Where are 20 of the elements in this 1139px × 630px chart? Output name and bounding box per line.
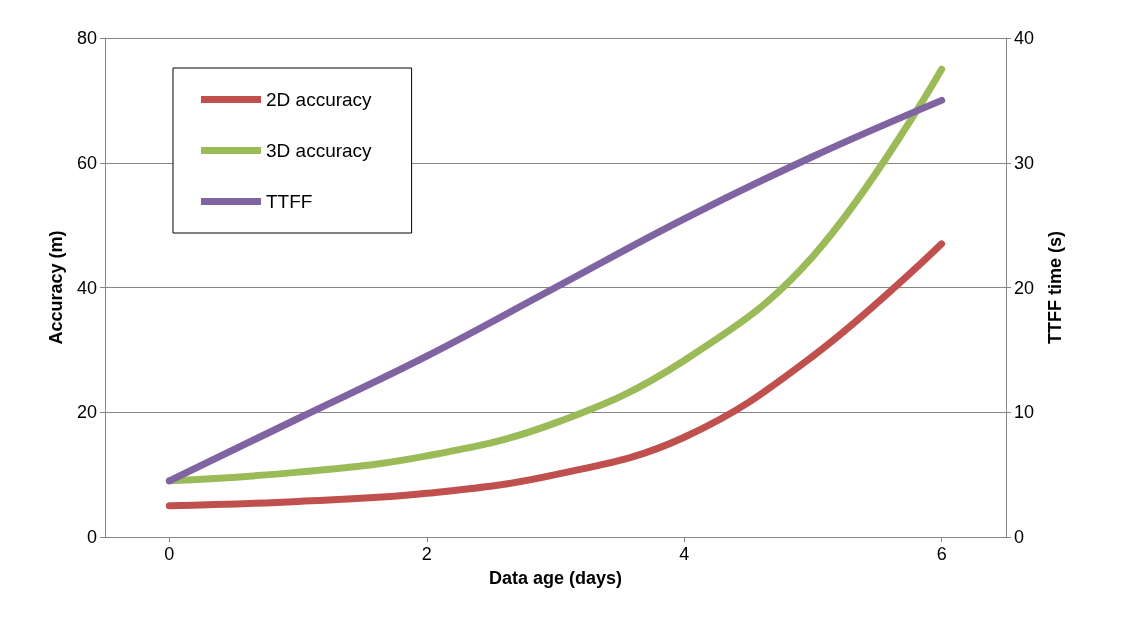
x-tick-label: 6 bbox=[936, 544, 947, 564]
y2-tick-label: 30 bbox=[1014, 152, 1035, 173]
x-tick-label: 4 bbox=[679, 544, 690, 564]
legend-label: TTFF bbox=[266, 191, 313, 212]
y-tick-label: 40 bbox=[76, 277, 97, 298]
x-tick-label: 2 bbox=[421, 544, 432, 564]
y2-tick-label: 40 bbox=[1014, 28, 1035, 48]
y2-tick-label: 20 bbox=[1014, 277, 1035, 298]
y2-axis-title: TTFF time (s) bbox=[1045, 231, 1065, 344]
y2-tick-label: 10 bbox=[1014, 402, 1035, 423]
legend-label: 3D accuracy bbox=[266, 140, 373, 161]
y-tick-label: 60 bbox=[76, 152, 97, 173]
legend-label: 2D accuracy bbox=[266, 89, 373, 110]
y2-tick-label: 0 bbox=[1014, 527, 1025, 547]
y-tick-label: 80 bbox=[76, 28, 97, 48]
y-tick-label: 0 bbox=[86, 527, 97, 547]
y-axis-title: Accuracy (m) bbox=[46, 230, 66, 345]
x-tick-label: 0 bbox=[164, 544, 175, 564]
x-axis-title: Data age (days) bbox=[488, 568, 623, 588]
y-tick-label: 20 bbox=[76, 402, 97, 423]
